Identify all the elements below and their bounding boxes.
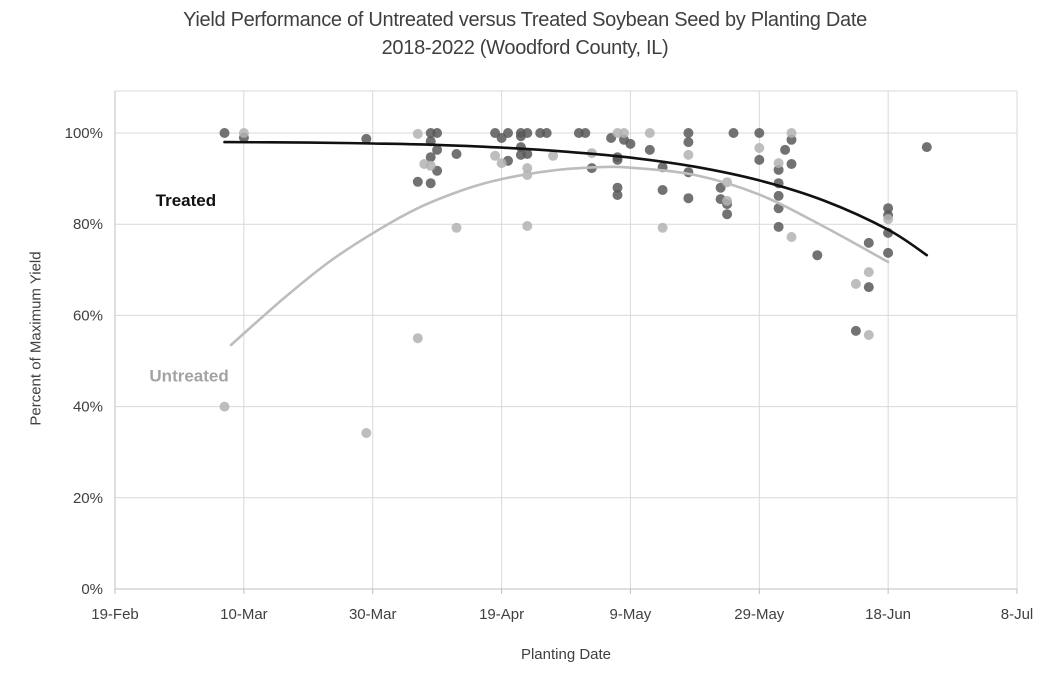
y-tick-label: 100% <box>65 125 103 142</box>
y-tick-label: 20% <box>73 490 103 507</box>
x-tick-label: 10-Mar <box>220 606 268 623</box>
x-tick-label: 30-Mar <box>349 606 397 623</box>
point-treated <box>657 185 668 195</box>
point-untreated <box>883 214 894 225</box>
point-treated <box>683 137 694 148</box>
point-untreated <box>548 150 559 161</box>
series-label-treated: Treated <box>156 191 216 210</box>
x-tick-label: 19-Apr <box>479 606 524 623</box>
point-untreated <box>773 158 784 169</box>
point-untreated <box>754 143 765 153</box>
point-treated <box>515 131 526 142</box>
point-treated <box>863 237 874 248</box>
point-untreated <box>238 128 249 138</box>
point-untreated <box>644 128 655 138</box>
point-untreated <box>850 278 861 289</box>
y-tick-labels: 0% 20% 40% 60% 80% 100% <box>65 125 103 598</box>
y-tick-label: 60% <box>73 307 103 324</box>
x-tick-labels: 19-Feb 10-Mar 30-Mar 19-Apr 9-May 29-May 18-Ju… <box>91 606 1033 623</box>
series-untreated <box>219 128 894 438</box>
point-treated <box>425 152 436 163</box>
point-untreated <box>863 330 874 340</box>
x-tick-label: 8-Jul <box>1001 606 1034 623</box>
point-treated <box>412 176 423 187</box>
point-untreated <box>619 128 629 138</box>
point-treated <box>432 144 443 155</box>
x-tick-label: 18-Jun <box>865 606 911 623</box>
point-untreated <box>412 333 423 344</box>
point-treated <box>515 149 526 160</box>
point-treated <box>786 159 797 169</box>
point-treated <box>644 144 655 155</box>
x-tick-label: 9-May <box>610 606 652 623</box>
point-treated <box>425 178 436 189</box>
point-treated <box>780 144 791 155</box>
y-tick-label: 0% <box>81 581 103 598</box>
point-treated <box>496 133 507 143</box>
point-untreated <box>412 128 423 139</box>
point-treated <box>683 193 694 204</box>
trendline-treated <box>223 140 929 257</box>
trendline-untreated <box>229 165 890 347</box>
x-tick-label: 19-Feb <box>91 606 139 623</box>
point-treated <box>722 209 733 220</box>
point-treated <box>850 325 861 336</box>
point-treated <box>683 128 694 138</box>
point-treated <box>921 142 932 153</box>
gridlines <box>115 90 1018 589</box>
point-untreated <box>786 128 797 138</box>
point-treated <box>728 128 739 138</box>
series-label-untreated: Untreated <box>149 367 228 386</box>
y-tick-label: 40% <box>73 399 103 416</box>
point-untreated <box>219 401 230 412</box>
point-treated <box>883 247 894 258</box>
point-treated <box>625 138 636 149</box>
point-treated <box>451 149 462 159</box>
point-treated <box>883 203 894 214</box>
point-treated <box>612 182 623 193</box>
point-treated <box>773 190 784 201</box>
point-treated <box>541 128 552 138</box>
x-axis-ticks <box>114 589 1018 594</box>
chart-title-line2: 2018-2022 (Woodford County, IL) <box>381 37 669 59</box>
series-treated <box>219 128 932 336</box>
point-treated <box>863 282 874 293</box>
point-untreated <box>863 267 874 278</box>
point-untreated <box>496 158 507 169</box>
point-untreated <box>451 222 462 233</box>
y-tick-label: 80% <box>73 216 103 233</box>
point-untreated <box>425 160 436 171</box>
x-axis-title: Planting Date <box>520 646 612 663</box>
point-untreated <box>786 232 797 242</box>
point-treated <box>612 190 623 200</box>
point-untreated <box>522 221 533 231</box>
point-treated <box>773 221 784 232</box>
point-treated <box>432 128 443 138</box>
point-treated <box>754 128 765 138</box>
point-treated <box>812 250 823 261</box>
point-treated <box>580 128 591 138</box>
point-untreated <box>657 222 668 233</box>
chart-title-line1: Yield Performance of Untreated versus Tr… <box>183 9 867 31</box>
point-treated <box>361 133 372 144</box>
point-untreated <box>522 163 533 174</box>
point-untreated <box>361 428 372 438</box>
point-untreated <box>490 150 501 161</box>
point-treated <box>219 128 230 138</box>
point-untreated <box>683 149 694 160</box>
point-untreated <box>722 195 733 206</box>
point-treated <box>754 154 765 165</box>
x-tick-label: 29-May <box>734 606 785 623</box>
